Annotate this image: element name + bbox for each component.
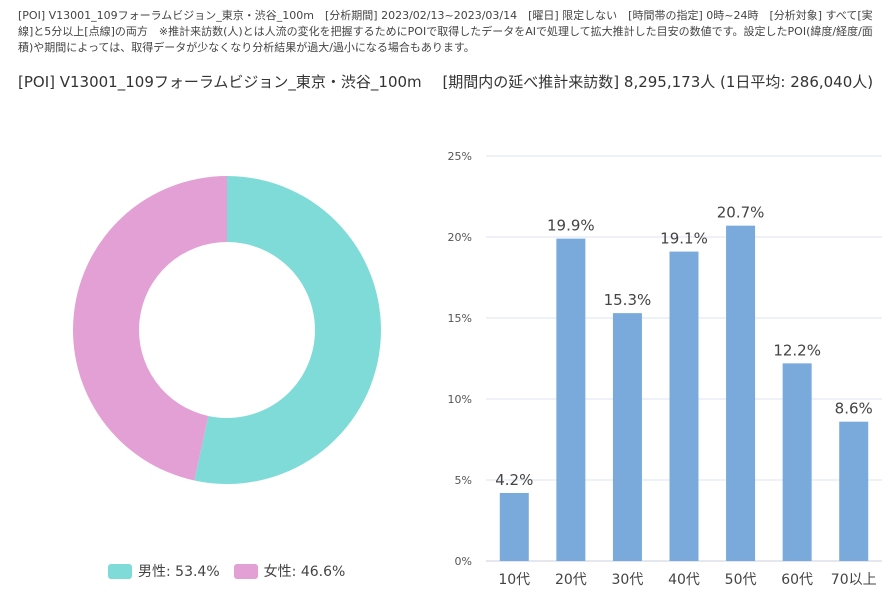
donut-slice-male[interactable] <box>194 176 381 484</box>
bar-data-label: 4.2% <box>495 471 533 489</box>
visitors-summary: [期間内の延べ推計来訪数] 8,295,173人 (1日平均: 286,040人… <box>442 73 874 91</box>
bar-50代[interactable] <box>726 225 756 561</box>
bar-20代[interactable] <box>556 238 586 561</box>
bar-data-label: 15.3% <box>604 291 652 309</box>
bar-data-label: 19.1% <box>660 230 708 248</box>
legend-label-female: 女性: 46.6% <box>263 564 346 580</box>
bar-data-label: 12.2% <box>773 341 821 359</box>
x-tick-label: 70以上 <box>831 572 877 588</box>
gender-legend: 男性: 53.4% 女性: 46.6% <box>108 561 359 581</box>
legend-swatch-male <box>108 563 132 579</box>
bar-data-label: 20.7% <box>717 204 765 222</box>
gender-donut-chart <box>72 176 381 484</box>
donut-slice-female[interactable] <box>72 176 227 481</box>
legend-swatch-female <box>233 563 258 579</box>
bar-70以上[interactable] <box>839 421 869 561</box>
x-tick-label: 30代 <box>612 572 644 588</box>
x-tick-label: 60代 <box>781 572 813 588</box>
bar-60代[interactable] <box>782 363 812 561</box>
analysis-conditions-note: [POI] V13001_109フォーラムビジョン_東京・渋谷_100m [分析… <box>18 9 873 54</box>
summary-headline: [POI] V13001_109フォーラムビジョン_東京・渋谷_100m [期間… <box>18 71 888 92</box>
bar-data-label: 8.6% <box>835 400 873 418</box>
legend-label-male: 男性: 53.4% <box>138 564 220 580</box>
y-tick-label: 25% <box>448 150 472 163</box>
bar-30代[interactable] <box>612 313 642 561</box>
x-tick-label: 20代 <box>555 572 587 588</box>
y-tick-label: 10% <box>448 393 472 406</box>
y-tick-label: 5% <box>455 474 472 487</box>
age-bar-chart: 0% 5% 10% 15% 20% 25% 4.2% 10代 19.9% 20代 15.3% 30代 1… <box>448 150 882 588</box>
bar-10代[interactable] <box>499 492 529 561</box>
bar-40代[interactable] <box>669 251 699 561</box>
legend-item-male[interactable]: 男性: 53.4% <box>108 561 220 581</box>
y-tick-label: 15% <box>448 312 472 325</box>
x-tick-label: 40代 <box>668 572 700 588</box>
bar-data-label: 19.9% <box>547 217 595 235</box>
poi-name: [POI] V13001_109フォーラムビジョン_東京・渋谷_100m <box>18 73 422 91</box>
x-tick-label: 50代 <box>725 572 757 588</box>
x-tick-label: 10代 <box>498 572 530 588</box>
y-tick-label: 0% <box>455 555 472 568</box>
y-tick-label: 20% <box>448 231 472 244</box>
legend-item-female[interactable]: 女性: 46.6% <box>233 561 346 581</box>
